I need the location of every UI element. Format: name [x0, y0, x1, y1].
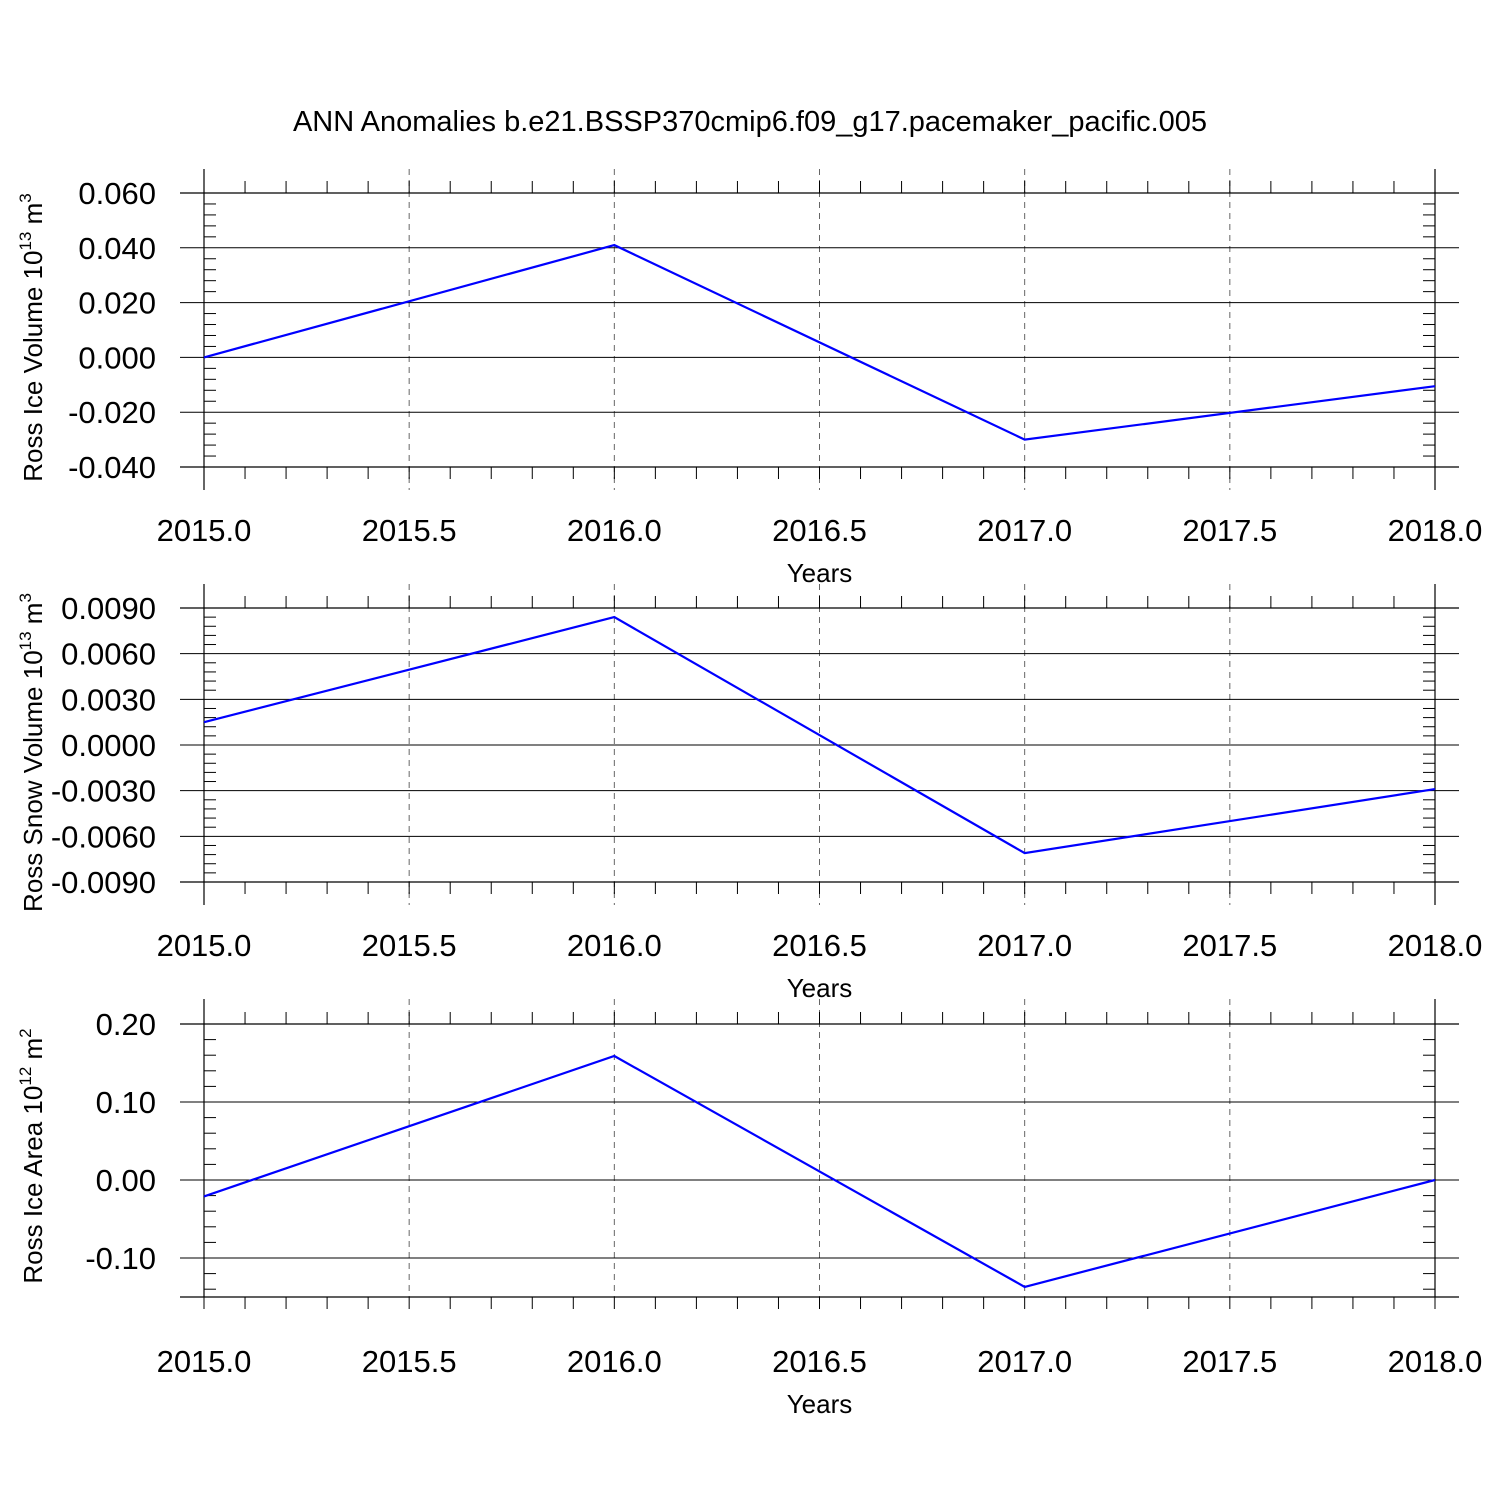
x-tick-label: 2016.0	[567, 1344, 662, 1379]
x-tick-label: 2018.0	[1388, 513, 1483, 548]
y-tick-label: -0.0090	[51, 865, 156, 900]
x-tick-label: 2016.5	[772, 513, 867, 548]
y-tick-label: -0.10	[85, 1241, 156, 1276]
panel-3: -0.10 0.00 0.10 0.20 2015.0 2015.5 2016.0 2016.…	[16, 999, 1482, 1419]
y-axis-title-superscript: 2	[16, 1028, 35, 1037]
series-line	[203, 243, 1436, 441]
x-tick-label: 2017.5	[1182, 1344, 1277, 1379]
y-tick-label: 0.000	[78, 340, 156, 375]
y-tick-label: 0.020	[78, 286, 156, 321]
x-axis-title: Years	[787, 558, 853, 588]
y-tick-label: 0.10	[96, 1085, 156, 1120]
x-tick-label: 2017.0	[977, 1344, 1072, 1379]
y-axis-title-superscript: 13	[16, 631, 35, 650]
x-tick-label: 2016.5	[772, 1344, 867, 1379]
y-axis-title-superscript: 13	[16, 232, 35, 251]
y-axis-title-superscript: 3	[16, 593, 35, 602]
panel-2: -0.0090 -0.0060 -0.0030 0.0000 0.0030 0.0060 0…	[16, 584, 1482, 1003]
y-tick-label: -0.0030	[51, 774, 156, 809]
x-tick-label: 2018.0	[1388, 1344, 1483, 1379]
y-tick-label: 0.00	[96, 1163, 156, 1198]
y-axis-title: Ross Ice Volume 1013 m3	[16, 193, 48, 482]
y-axis-title-text: Ross Ice Volume 10	[18, 251, 48, 482]
y-tick-label: 0.0000	[61, 728, 156, 763]
panel-1: -0.040 -0.020 0.000 0.020 0.040 0.060 2015.0 20…	[16, 169, 1482, 588]
x-tick-label: 2016.5	[772, 928, 867, 963]
x-tick-label: 2015.5	[362, 928, 457, 963]
y-axis-title-text: Ross Ice Area 10	[18, 1086, 48, 1284]
chart-title: ANN Anomalies b.e21.BSSP370cmip6.f09_g17…	[293, 106, 1207, 138]
x-tick-label: 2015.5	[362, 1344, 457, 1379]
x-tick-label: 2015.0	[157, 1344, 252, 1379]
y-axis-title-text: Ross Snow Volume 10	[18, 650, 48, 912]
y-tick-label: 0.0030	[61, 682, 156, 717]
x-tick-label: 2017.0	[977, 928, 1072, 963]
y-axis-title-superscript: 12	[16, 1067, 35, 1086]
y-axis-title-superscript: 3	[16, 193, 35, 202]
x-axis-title: Years	[787, 973, 853, 1003]
y-tick-label: -0.020	[68, 395, 156, 430]
x-tick-label: 2017.0	[977, 513, 1072, 548]
x-tick-label: 2015.5	[362, 513, 457, 548]
x-tick-label: 2018.0	[1388, 928, 1483, 963]
y-axis-title-text: m	[18, 203, 48, 232]
y-tick-label: 0.20	[96, 1007, 156, 1042]
y-axis-title-text: m	[18, 603, 48, 632]
y-axis-title: Ross Ice Area 1012 m2	[16, 1028, 48, 1283]
x-tick-label: 2016.0	[567, 513, 662, 548]
y-axis-title: Ross Snow Volume 1013 m3	[16, 593, 48, 912]
y-tick-label: -0.0060	[51, 819, 156, 854]
series-line	[203, 1054, 1436, 1289]
x-tick-label: 2017.5	[1182, 928, 1277, 963]
x-tick-label: 2015.0	[157, 513, 252, 548]
x-tick-label: 2016.0	[567, 928, 662, 963]
series-line	[203, 615, 1436, 855]
y-tick-label: 0.0060	[61, 637, 156, 672]
x-tick-label: 2015.0	[157, 928, 252, 963]
y-tick-label: 0.0090	[61, 591, 156, 626]
y-axis-title-text: m	[18, 1038, 48, 1067]
y-tick-label: 0.040	[78, 231, 156, 266]
y-tick-label: 0.060	[78, 176, 156, 211]
x-axis-title: Years	[787, 1389, 853, 1419]
x-tick-label: 2017.5	[1182, 513, 1277, 548]
y-tick-label: -0.040	[68, 450, 156, 485]
